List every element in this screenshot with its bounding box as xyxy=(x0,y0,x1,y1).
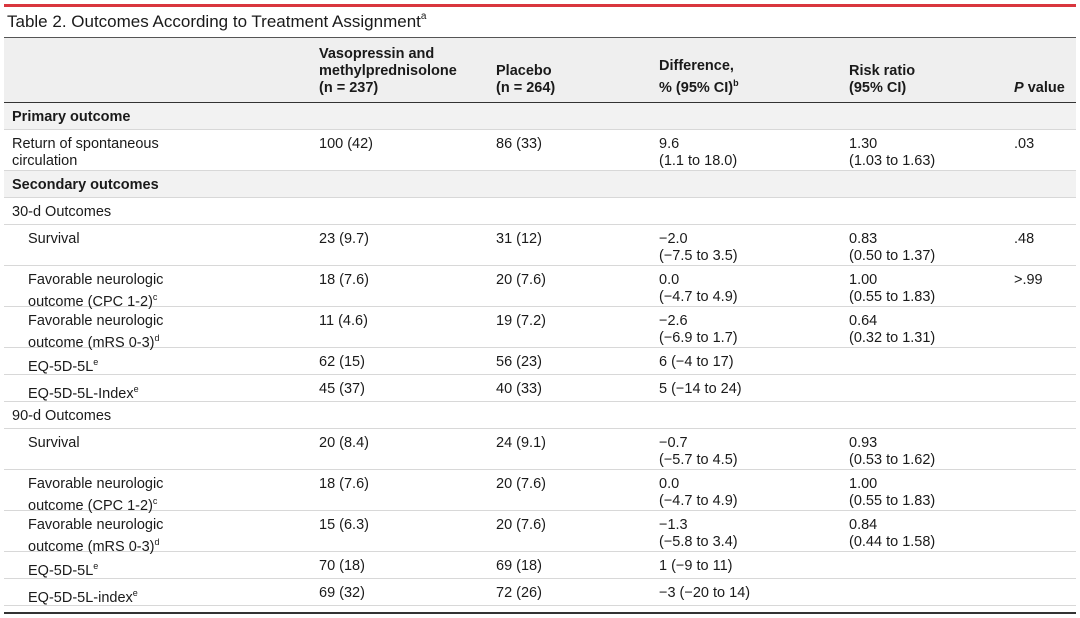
cell-c1: 45 (37) xyxy=(319,381,365,397)
cell-c2: 19 (7.2) xyxy=(496,313,546,329)
cell-c3: 5 (−14 to 24) xyxy=(659,381,742,397)
row-label: EQ-5D-5L-indexe xyxy=(28,588,138,606)
cell-c3: −0.7 (−5.7 to 4.5) xyxy=(659,435,738,468)
table-row: EQ-5D-5Le 70 (18) 69 (18) 1 (−9 to 11) xyxy=(4,552,1076,579)
cell-c3: −3 (−20 to 14) xyxy=(659,585,751,601)
table-row: Favorable neurologic outcome (CPC 1-2)c 18… xyxy=(4,470,1076,514)
section-row: Primary outcome xyxy=(4,103,1076,130)
top-rule xyxy=(4,4,1076,7)
cell-c2: 86 (33) xyxy=(496,136,542,152)
cell-c1: 18 (7.6) xyxy=(319,476,369,492)
cell-c3: 9.6 (1.1 to 18.0) xyxy=(659,136,738,169)
row-label: Favorable neurologic outcome (CPC 1-2)c xyxy=(28,476,164,514)
header-difference: Difference, % (95% CI)b xyxy=(659,58,739,96)
cell-c4: 0.93 (0.53 to 1.62) xyxy=(849,435,936,468)
cell-c3: 1 (−9 to 11) xyxy=(659,558,733,574)
footnote-marker: e xyxy=(93,357,99,367)
row-label: EQ-5D-5Le xyxy=(28,357,99,375)
cell-c2: 24 (9.1) xyxy=(496,435,546,451)
table-title: Table 2. Outcomes According to Treatment… xyxy=(7,11,427,32)
section-row: Secondary outcomes xyxy=(4,171,1076,198)
footnote-marker: e xyxy=(132,588,138,598)
row-label: Survival xyxy=(28,231,80,247)
table-row: Survival 20 (8.4) 24 (9.1) −0.7 (−5.7 to 4.5… xyxy=(4,429,1076,470)
cell-c1: 69 (32) xyxy=(319,585,365,601)
footnote-marker: e xyxy=(133,384,139,394)
cell-c1: 11 (4.6) xyxy=(319,313,368,329)
cell-c3: −1.3 (−5.8 to 3.4) xyxy=(659,517,738,550)
row-label: Secondary outcomes xyxy=(12,177,159,193)
cell-c3: 6 (−4 to 17) xyxy=(659,354,734,370)
header-placebo: Placebo (n = 264) xyxy=(496,63,556,96)
cell-c4: 0.83 (0.50 to 1.37) xyxy=(849,231,936,264)
table-title-text: Table 2. Outcomes According to Treatment… xyxy=(7,12,421,31)
title-footnote-marker: a xyxy=(420,11,427,23)
cell-c5: >.99 xyxy=(1014,272,1043,288)
header-p-value: P value xyxy=(1014,80,1065,96)
footnote-marker: d xyxy=(154,537,160,547)
cell-c1: 100 (42) xyxy=(319,136,374,152)
table-row: Favorable neurologic outcome (CPC 1-2)c 18… xyxy=(4,266,1076,310)
cell-c1: 23 (9.7) xyxy=(319,231,369,247)
cell-c2: 69 (18) xyxy=(496,558,542,574)
row-label: EQ-5D-5L-Indexe xyxy=(28,384,139,402)
header-vasopressin: Vasopressin and methylprednisolone (n = … xyxy=(319,46,457,96)
row-label: Favorable neurologic outcome (mRS 0-3)d xyxy=(28,517,164,555)
cell-c4: 0.84 (0.44 to 1.58) xyxy=(849,517,936,550)
table-row: EQ-5D-5Le 62 (15) 56 (23) 6 (−4 to 17) xyxy=(4,348,1076,375)
table-row: EQ-5D-5L-indexe 69 (32) 72 (26) −3 (−20 to … xyxy=(4,579,1076,606)
cell-c5: .48 xyxy=(1014,231,1035,247)
table-row: Favorable neurologic outcome (mRS 0-3)d 11… xyxy=(4,307,1076,351)
table-row: Return of spontaneous circulation 100 (42)… xyxy=(4,130,1076,171)
cell-c2: 20 (7.6) xyxy=(496,272,546,288)
row-label: Favorable neurologic outcome (CPC 1-2)c xyxy=(28,272,164,310)
cell-c1: 62 (15) xyxy=(319,354,365,370)
cell-c3: 0.0 (−4.7 to 4.9) xyxy=(659,476,738,509)
footnote-marker: e xyxy=(93,561,99,571)
cell-c1: 15 (6.3) xyxy=(319,517,369,533)
row-label: Favorable neurologic outcome (mRS 0-3)d xyxy=(28,313,164,351)
cell-c2: 20 (7.6) xyxy=(496,517,546,533)
cell-c5: .03 xyxy=(1014,136,1035,152)
row-label: 30-d Outcomes xyxy=(12,204,112,220)
cell-c4: 1.00 (0.55 to 1.83) xyxy=(849,476,936,509)
table-row: Favorable neurologic outcome (mRS 0-3)d 15… xyxy=(4,511,1076,555)
cell-c2: 56 (23) xyxy=(496,354,542,370)
cell-c2: 40 (33) xyxy=(496,381,542,397)
cell-c4: 0.64 (0.32 to 1.31) xyxy=(849,313,936,346)
header-risk-ratio: Risk ratio (95% CI) xyxy=(849,63,916,96)
table-body: Primary outcome Return of spontaneous circ… xyxy=(4,103,1076,606)
footnote-marker: c xyxy=(152,496,158,506)
cell-c1: 20 (8.4) xyxy=(319,435,369,451)
table-row: EQ-5D-5L-Indexe 45 (37) 40 (33) 5 (−14 to 2… xyxy=(4,375,1076,402)
table-row: 30-d Outcomes xyxy=(4,198,1076,225)
outcomes-table: Vasopressin and methylprednisolone (n = … xyxy=(4,37,1076,614)
row-label: Primary outcome xyxy=(12,109,131,125)
cell-c2: 31 (12) xyxy=(496,231,542,247)
cell-c2: 20 (7.6) xyxy=(496,476,546,492)
cell-c3: 0.0 (−4.7 to 4.9) xyxy=(659,272,738,305)
footnote-marker: d xyxy=(154,333,160,343)
cell-c2: 72 (26) xyxy=(496,585,542,601)
cell-c4: 1.30 (1.03 to 1.63) xyxy=(849,136,936,169)
table-header: Vasopressin and methylprednisolone (n = … xyxy=(4,38,1076,103)
row-label: EQ-5D-5Le xyxy=(28,561,99,579)
footnote-marker: c xyxy=(152,292,158,302)
cell-c3: −2.0 (−7.5 to 3.5) xyxy=(659,231,738,264)
table-row: Survival 23 (9.7) 31 (12) −2.0 (−7.5 to 3.5)… xyxy=(4,225,1076,266)
table-row: 90-d Outcomes xyxy=(4,402,1076,429)
cell-c1: 70 (18) xyxy=(319,558,365,574)
cell-c1: 18 (7.6) xyxy=(319,272,369,288)
cell-c4: 1.00 (0.55 to 1.83) xyxy=(849,272,936,305)
row-label: Return of spontaneous circulation xyxy=(12,136,159,169)
row-label: 90-d Outcomes xyxy=(12,408,112,424)
cell-c3: −2.6 (−6.9 to 1.7) xyxy=(659,313,738,346)
row-label: Survival xyxy=(28,435,80,451)
